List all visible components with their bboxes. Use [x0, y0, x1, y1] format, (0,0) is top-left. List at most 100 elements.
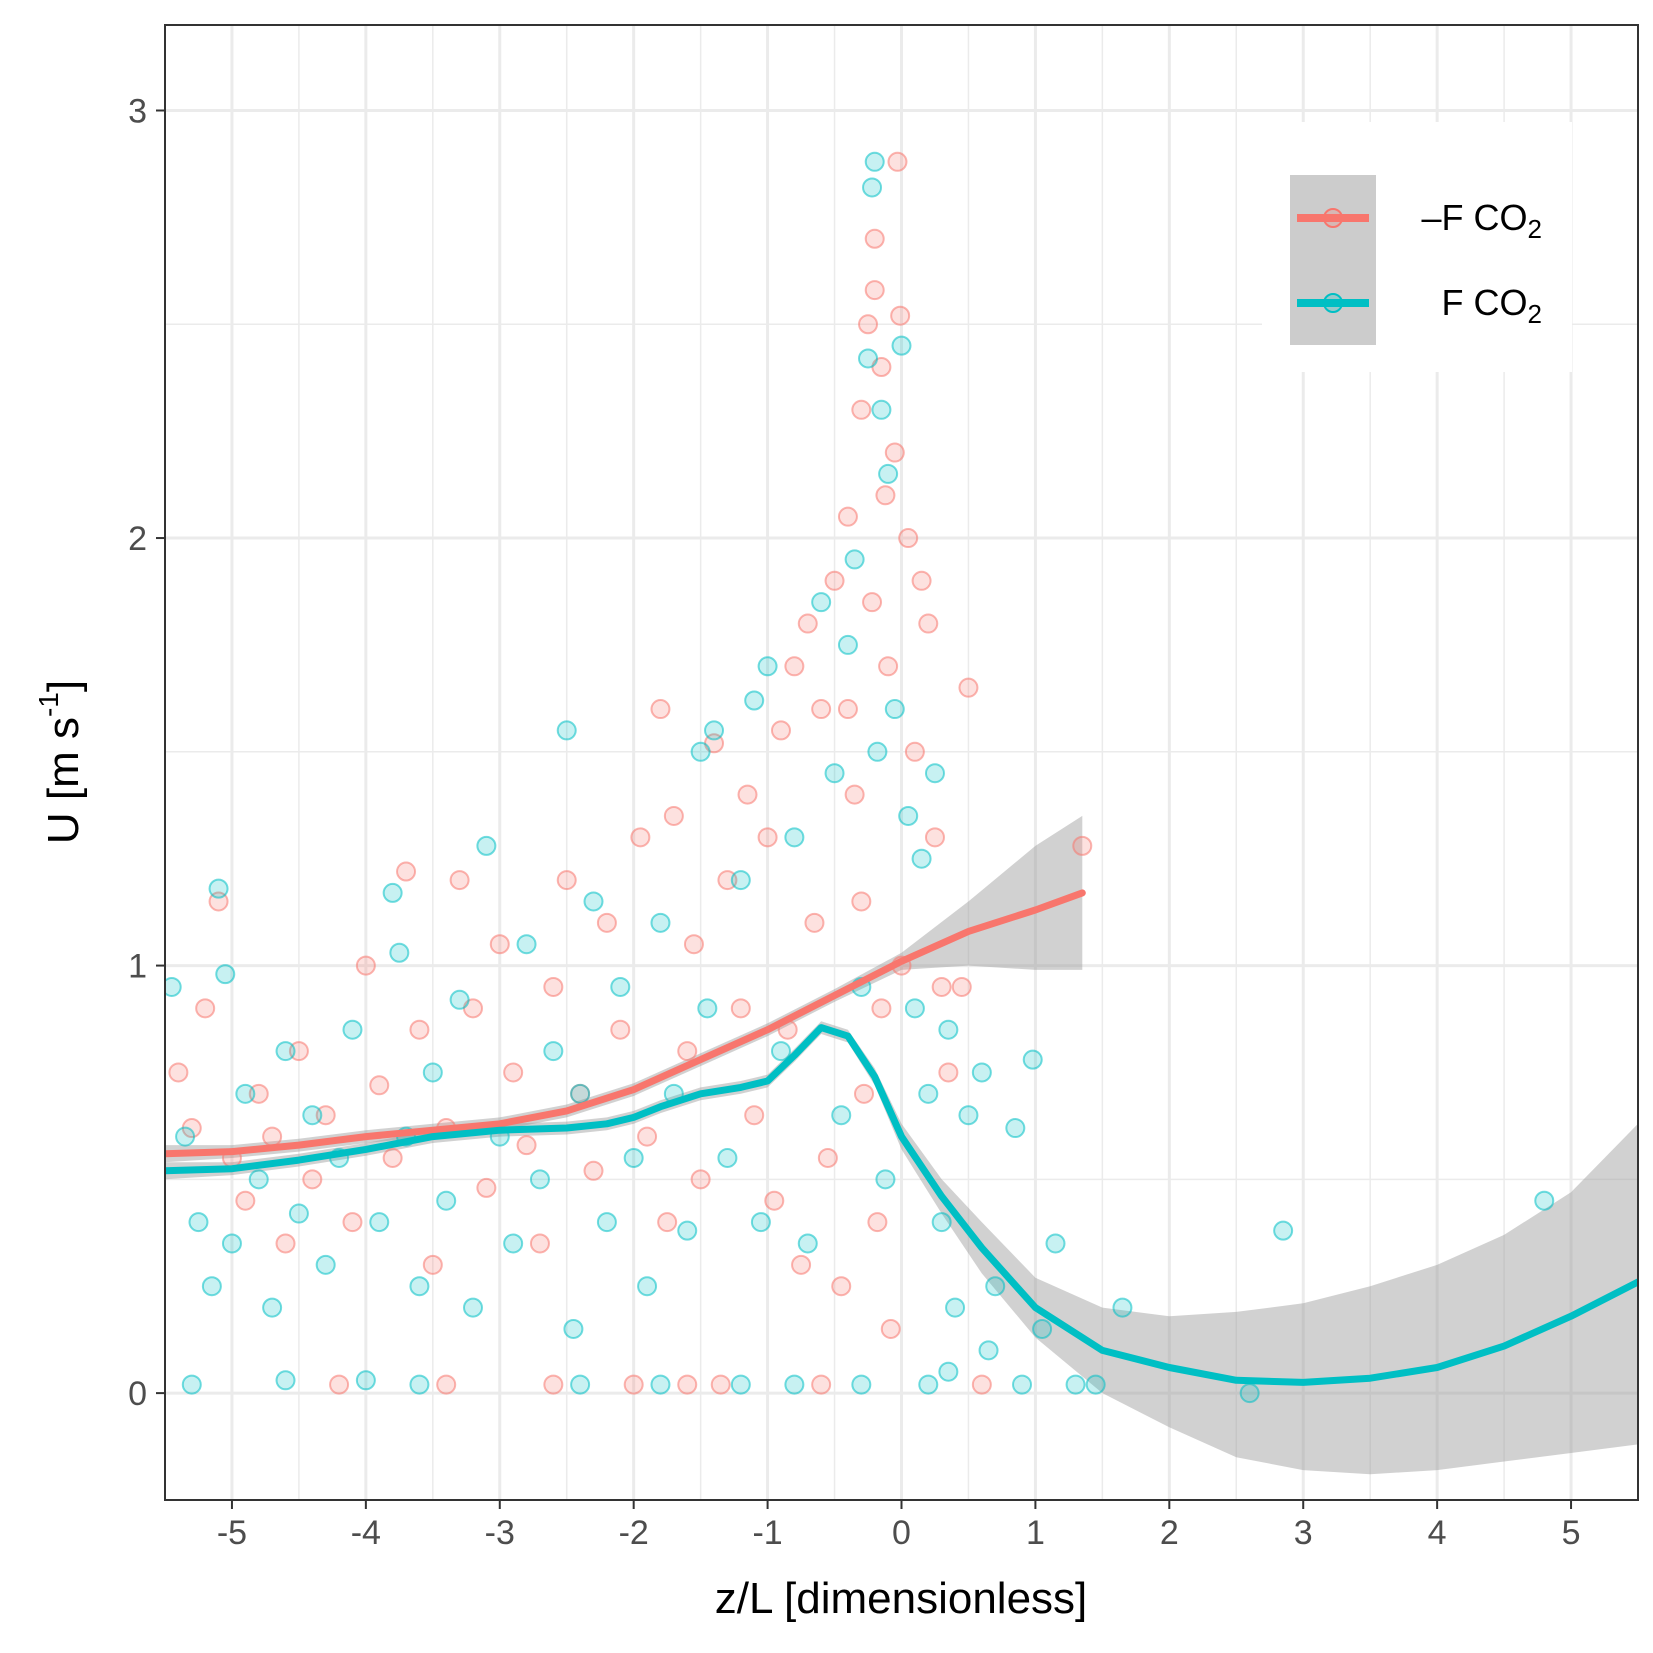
data-point	[1239, 1383, 1260, 1404]
y-tick-label: 3	[128, 93, 147, 131]
data-point	[862, 592, 883, 613]
data-point	[462, 1297, 483, 1318]
data-point	[958, 677, 979, 698]
legend-label: F CO2	[1442, 282, 1542, 329]
x-tick-label: 2	[1160, 1514, 1179, 1552]
data-point	[623, 1374, 644, 1395]
x-tick-label: -5	[217, 1514, 247, 1552]
data-point	[677, 1041, 698, 1062]
data-point	[355, 1370, 376, 1391]
data-point	[1085, 1374, 1106, 1395]
data-point	[837, 699, 858, 720]
data-point	[422, 1254, 443, 1275]
data-point	[880, 1318, 901, 1339]
data-point	[804, 912, 825, 933]
data-point	[770, 720, 791, 741]
legend-item-fco2: F CO2	[1297, 282, 1542, 329]
data-point	[891, 335, 912, 356]
legend-label-main: –F CO	[1422, 197, 1528, 238]
data-point	[235, 1190, 256, 1211]
data-point	[1273, 1220, 1294, 1241]
data-point	[1112, 1297, 1133, 1318]
data-point	[657, 1212, 678, 1233]
data-point	[275, 1370, 296, 1391]
data-point	[1534, 1190, 1555, 1211]
data-point	[181, 1374, 202, 1395]
data-point	[315, 1254, 336, 1275]
data-point	[958, 1105, 979, 1126]
data-point	[409, 1374, 430, 1395]
data-point	[854, 1083, 875, 1104]
data-point	[791, 1254, 812, 1275]
data-point	[911, 570, 932, 591]
data-point	[1005, 1118, 1026, 1139]
data-point	[918, 1374, 939, 1395]
data-point	[288, 1203, 309, 1224]
data-point	[677, 1374, 698, 1395]
data-point	[449, 989, 470, 1010]
data-point	[717, 1147, 738, 1168]
data-point	[235, 1083, 256, 1104]
data-point	[543, 976, 564, 997]
data-point	[369, 1212, 390, 1233]
data-point	[697, 998, 718, 1019]
data-point	[436, 1190, 457, 1211]
x-tick-label: 5	[1562, 1514, 1581, 1552]
y-axis-title-sup: -1	[33, 692, 64, 717]
data-point	[543, 1041, 564, 1062]
data-point	[757, 656, 778, 677]
data-point	[168, 1062, 189, 1083]
y-axis-title-main: U [m s	[39, 717, 88, 844]
data-point	[878, 463, 899, 484]
data-point	[938, 1062, 959, 1083]
data-point	[570, 1374, 591, 1395]
data-point	[516, 1135, 537, 1156]
data-point	[864, 280, 885, 301]
data-point	[175, 1126, 196, 1147]
x-tick-label: 0	[892, 1514, 911, 1552]
data-point	[867, 1212, 888, 1233]
data-point	[831, 1105, 852, 1126]
data-point	[875, 1169, 896, 1190]
data-point	[1065, 1374, 1086, 1395]
data-point	[824, 570, 845, 591]
data-point	[201, 1276, 222, 1297]
data-point	[750, 1212, 771, 1233]
data-point	[516, 934, 537, 955]
x-axis: -5 -4 -3 -2 -1 0 1 2 3 4 5	[217, 1500, 1581, 1552]
data-point	[476, 835, 497, 856]
data-point	[543, 1374, 564, 1395]
x-tick-label: -2	[619, 1514, 649, 1552]
data-point	[369, 1075, 390, 1096]
x-tick-label: -4	[351, 1514, 381, 1552]
data-point	[449, 870, 470, 891]
data-point	[342, 1212, 363, 1233]
legend: –F CO2 F CO2	[1262, 122, 1572, 372]
data-point	[911, 848, 932, 869]
data-point	[503, 1062, 524, 1083]
data-point	[409, 1276, 430, 1297]
data-point	[1032, 1318, 1053, 1339]
data-point	[864, 151, 885, 172]
data-point	[904, 741, 925, 762]
data-point	[945, 1297, 966, 1318]
data-point	[1072, 835, 1093, 856]
data-point	[730, 1374, 751, 1395]
data-point	[784, 1374, 805, 1395]
data-point	[770, 1041, 791, 1062]
data-point	[396, 861, 417, 882]
data-point	[596, 912, 617, 933]
data-point	[1045, 1233, 1066, 1254]
data-point	[831, 1276, 852, 1297]
data-point	[867, 741, 888, 762]
data-point	[1012, 1374, 1033, 1395]
data-point	[858, 314, 879, 335]
data-point	[737, 784, 758, 805]
x-axis-title: z/L [dimensionless]	[715, 1574, 1088, 1623]
data-point	[389, 942, 410, 963]
data-point	[690, 741, 711, 762]
data-point	[650, 1374, 671, 1395]
y-axis-title: U [m s-1]	[33, 680, 88, 844]
data-point	[730, 998, 751, 1019]
data-point	[887, 151, 908, 172]
